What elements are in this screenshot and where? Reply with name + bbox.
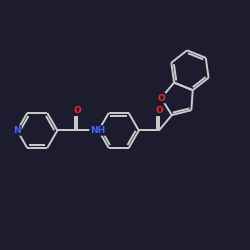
Text: O: O bbox=[74, 106, 81, 115]
Text: NH: NH bbox=[90, 126, 105, 135]
Text: N: N bbox=[13, 126, 21, 135]
Text: O: O bbox=[155, 106, 163, 115]
Text: O: O bbox=[157, 94, 165, 102]
